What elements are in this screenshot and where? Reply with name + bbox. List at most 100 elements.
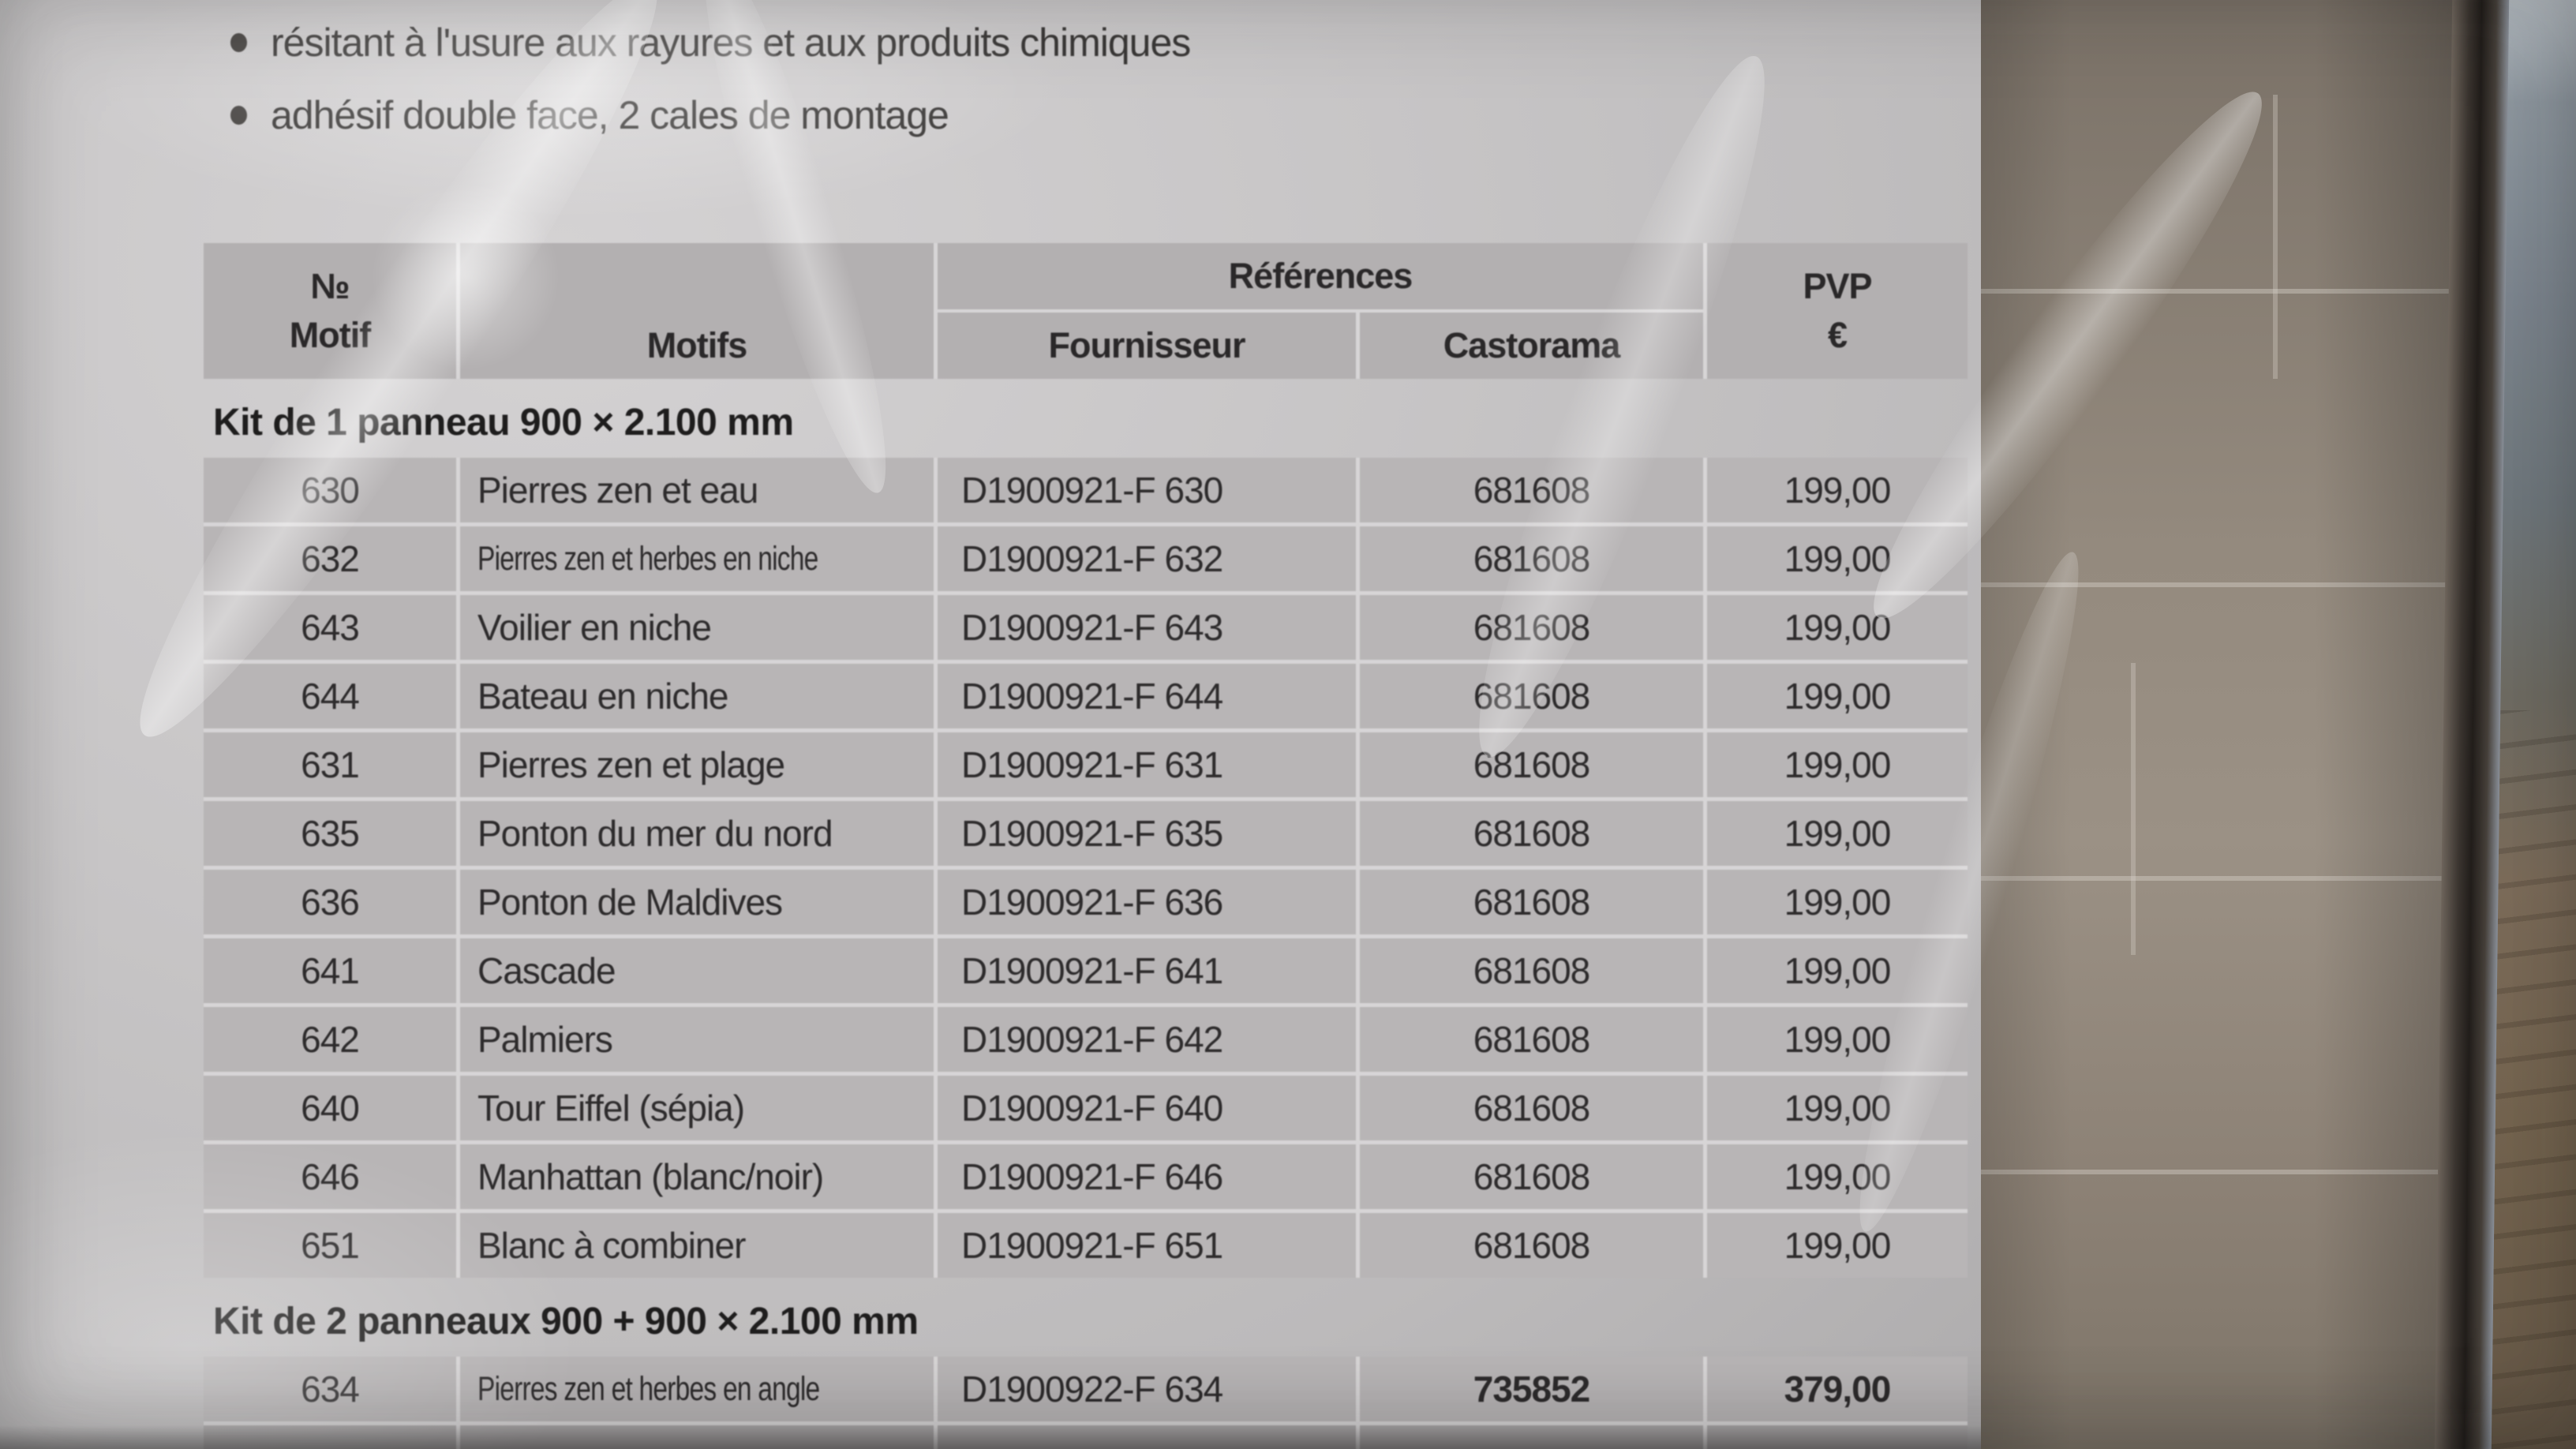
cell-no: 631 — [204, 732, 456, 797]
cell-no: 632 — [204, 526, 456, 591]
cell-pvp: 379,00 — [1707, 1357, 1968, 1421]
cell-castorama-value: 681608 — [1473, 470, 1590, 511]
cell-no: 636 — [204, 870, 456, 934]
cell-fournisseur: D1900921-F 635 — [938, 801, 1356, 866]
cell-fournisseur-value: D1900921-F 644 — [961, 676, 1223, 717]
cell-fournisseur-value: D1900921-F 636 — [961, 882, 1223, 923]
cell-fournisseur: D1900921-F 641 — [938, 938, 1356, 1003]
section-rows: 634 Pierres zen et herbes en angle D190092… — [204, 1357, 1968, 1449]
cell-castorama: 681608 — [1360, 870, 1703, 934]
cell-pvp: 199,00 — [1707, 732, 1968, 797]
cell-castorama-value: 681608 — [1473, 950, 1590, 991]
cell-motif: Palmiers — [460, 1007, 934, 1072]
bullet-text: résitant à l'usure aux rayures et aux pr… — [271, 21, 1191, 65]
cell-fournisseur-value: D1900921-F 643 — [961, 607, 1223, 648]
cell-castorama: 681608 — [1360, 526, 1703, 591]
table-row: 631 Pierres zen et plage D1900921-F 631 681… — [204, 732, 1968, 797]
cell-fournisseur: D1900921-F 640 — [938, 1076, 1356, 1140]
cell-motif: Ponton du mer du nord — [460, 801, 934, 866]
section-title: Kit de 2 panneaux 900 + 900 × 2.100 mm — [213, 1301, 919, 1342]
cell-no-value: 651 — [301, 1225, 360, 1266]
cell-motif-value: Pierres zen et eau — [477, 470, 758, 511]
cell-castorama-value: 681608 — [1473, 607, 1590, 648]
table-row: 643 Voilier en niche D1900921-F 643 681608 1… — [204, 595, 1968, 660]
cell-fournisseur-value: D1900921-F 641 — [961, 950, 1223, 991]
table-row: 634 Pierres zen et herbes en angle D190092… — [204, 1357, 1968, 1421]
header-motifs-label: Motifs — [646, 325, 747, 365]
cell-motif-value: Voilier en niche — [477, 607, 712, 648]
bottom-edge-shadow — [0, 1425, 1981, 1449]
cell-pvp: 199,00 — [1707, 801, 1968, 866]
cell-pvp: 199,00 — [1707, 1144, 1968, 1209]
header-motifs: Motifs — [460, 243, 934, 379]
cell-fournisseur: D1900921-F 632 — [938, 526, 1356, 591]
cell-pvp: 199,00 — [1707, 458, 1968, 522]
cell-castorama-value: 681608 — [1473, 882, 1590, 923]
header-euro-label: € — [1827, 315, 1848, 355]
cell-fournisseur-value: D1900921-F 632 — [961, 538, 1223, 579]
cell-fournisseur-value: D1900922-F 634 — [961, 1368, 1223, 1410]
cell-motif: Pierres zen et eau — [460, 458, 934, 522]
cell-fournisseur: D1900921-F 642 — [938, 1007, 1356, 1072]
cell-pvp: 199,00 — [1707, 664, 1968, 728]
cell-no: 640 — [204, 1076, 456, 1140]
cell-castorama: 681608 — [1360, 595, 1703, 660]
cell-pvp: 199,00 — [1707, 526, 1968, 591]
cell-castorama-value: 681608 — [1473, 1156, 1590, 1197]
cell-pvp: 199,00 — [1707, 938, 1968, 1003]
header-references-label: Références — [1228, 256, 1413, 296]
cell-castorama-value: 681608 — [1473, 1225, 1590, 1266]
table-row: 646 Manhattan (blanc/noir) D1900921-F 646 6… — [204, 1144, 1968, 1209]
cell-fournisseur — [938, 1425, 1356, 1449]
bullet-list: résitant à l'usure aux rayures et aux pr… — [230, 6, 1191, 152]
header-no-label: № — [310, 266, 350, 306]
header-motif-label: Motif — [289, 315, 371, 355]
cell-fournisseur: D1900921-F 644 — [938, 664, 1356, 728]
cell-fournisseur: D1900921-F 630 — [938, 458, 1356, 522]
cell-motif-value: Pierres zen et plage — [477, 744, 785, 785]
cell-motif — [460, 1425, 934, 1449]
cell-pvp-value: 199,00 — [1784, 470, 1892, 511]
cell-castorama: 681608 — [1360, 458, 1703, 522]
cell-no-value: 635 — [301, 813, 360, 854]
cell-fournisseur: D1900921-F 646 — [938, 1144, 1356, 1209]
wall-shading — [1981, 0, 2486, 1449]
table-row: 651 Blanc à combiner D1900921-F 651 681608 1… — [204, 1213, 1968, 1278]
cell-no-value: 646 — [301, 1156, 360, 1197]
cell-pvp-value: 199,00 — [1784, 950, 1892, 991]
cell-castorama: 681608 — [1360, 1213, 1703, 1278]
cell-no-value: 632 — [301, 538, 360, 579]
cell-pvp: 199,00 — [1707, 595, 1968, 660]
cell-pvp: 199,00 — [1707, 1007, 1968, 1072]
cell-pvp — [1707, 1425, 1968, 1449]
cell-no: 644 — [204, 664, 456, 728]
cell-no: 643 — [204, 595, 456, 660]
tiled-wall — [1981, 0, 2486, 1449]
cell-no — [204, 1425, 456, 1449]
cell-fournisseur-value: D1900921-F 630 — [961, 470, 1223, 511]
table-row: 640 Tour Eiffel (sépia) D1900921-F 640 6816… — [204, 1076, 1968, 1140]
cell-motif: Blanc à combiner — [460, 1213, 934, 1278]
cell-no-value: 634 — [301, 1368, 360, 1410]
bullet-item: adhésif double face, 2 cales de montage — [230, 79, 1190, 152]
cell-fournisseur-value: D1900921-F 646 — [961, 1156, 1223, 1197]
cell-motif: Pierres zen et herbes en niche — [460, 526, 934, 591]
header-pvp: PVP € — [1707, 243, 1968, 379]
cell-castorama — [1360, 1425, 1703, 1449]
cell-motif-value: Ponton du mer du nord — [477, 813, 833, 854]
table-row: 636 Ponton de Maldives D1900921-F 636 68160… — [204, 870, 1968, 934]
cell-castorama: 681608 — [1360, 1076, 1703, 1140]
header-fournisseur: Fournisseur — [938, 313, 1356, 379]
cell-pvp-value: 379,00 — [1784, 1368, 1892, 1410]
cell-castorama-value: 681608 — [1473, 676, 1590, 717]
cell-fournisseur: D1900921-F 636 — [938, 870, 1356, 934]
bullet-dot-icon — [230, 106, 247, 125]
cell-castorama-value: 681608 — [1473, 1019, 1590, 1060]
cell-no: 646 — [204, 1144, 456, 1209]
cell-pvp-value: 199,00 — [1784, 607, 1892, 648]
bullet-item: résitant à l'usure aux rayures et aux pr… — [230, 6, 1191, 79]
sand-ripples — [2486, 710, 2576, 1449]
cell-motif: Pierres zen et plage — [460, 732, 934, 797]
cell-pvp-value: 199,00 — [1784, 1156, 1892, 1197]
